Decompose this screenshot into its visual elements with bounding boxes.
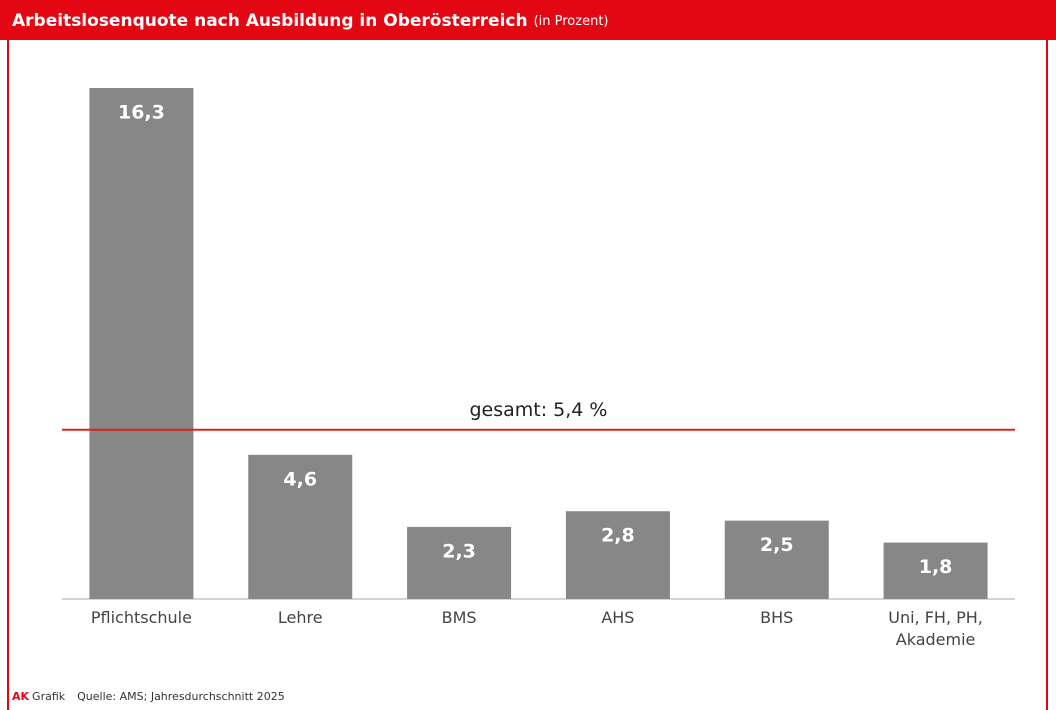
chart-subtitle: (in Prozent) xyxy=(534,14,609,29)
footer-brand-suffix: Grafik xyxy=(32,690,66,703)
value-label: 16,3 xyxy=(118,102,165,124)
bar xyxy=(407,526,512,599)
header-bar xyxy=(0,0,1056,40)
bar xyxy=(248,454,353,599)
footer-brand: AK xyxy=(12,690,30,703)
bar xyxy=(883,542,988,599)
value-label: 4,6 xyxy=(283,468,317,490)
bar xyxy=(89,88,194,599)
x-tick-label: Pflichtschule xyxy=(90,608,192,627)
value-label: 2,5 xyxy=(760,534,794,556)
x-tick-label: Lehre xyxy=(277,608,323,627)
footer-source: Quelle: AMS; Jahresdurchschnitt 2025 xyxy=(77,690,285,703)
bar xyxy=(724,520,829,599)
value-label: 2,3 xyxy=(442,540,476,562)
value-label: 2,8 xyxy=(601,525,635,547)
value-label: 1,8 xyxy=(919,556,953,578)
bar xyxy=(565,511,670,599)
header-text: Arbeitslosenquote nach Ausbildung in Obe… xyxy=(12,11,609,31)
x-tick-label: AHS xyxy=(601,608,635,627)
x-tick-label: Uni, FH, PH, Akademie xyxy=(888,608,983,649)
reference-label: gesamt: 5,4 % xyxy=(469,399,607,421)
x-tick-label: BHS xyxy=(760,608,794,627)
footer: AK Grafik Quelle: AMS; Jahresdurchschnitt … xyxy=(12,690,285,703)
x-tick-label: BMS xyxy=(441,608,477,627)
chart-title: Arbeitslosenquote nach Ausbildung in Obe… xyxy=(12,11,528,31)
